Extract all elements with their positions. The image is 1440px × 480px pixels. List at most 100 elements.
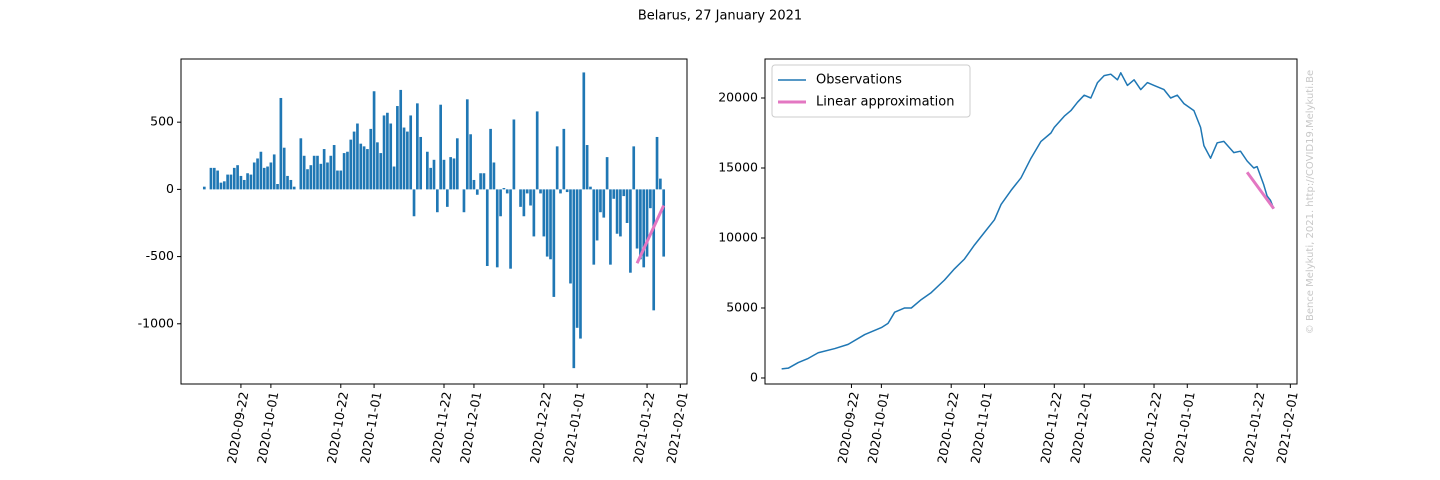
bar	[509, 189, 512, 269]
bar	[439, 104, 442, 190]
legend-box	[771, 64, 971, 118]
bar	[386, 112, 389, 190]
bar	[615, 189, 619, 234]
bar	[435, 189, 439, 213]
x-tick-label: 2020-12-01	[457, 391, 484, 465]
bar	[485, 189, 489, 266]
bar	[652, 189, 656, 311]
bar	[222, 181, 226, 190]
bar	[342, 153, 346, 190]
bar	[302, 155, 306, 190]
bar	[229, 174, 233, 190]
bar	[555, 146, 559, 190]
bar	[306, 169, 309, 190]
bar	[525, 189, 529, 194]
x-tick-label: 2020-09-22	[834, 391, 861, 465]
bar	[535, 111, 539, 190]
x-tick-label: 2020-10-22	[324, 391, 351, 465]
bar	[239, 175, 243, 190]
bar	[479, 173, 482, 190]
bar	[216, 170, 219, 190]
bar	[502, 188, 506, 190]
bar	[589, 186, 592, 190]
bar	[575, 189, 579, 328]
bar	[332, 145, 336, 190]
bar	[545, 189, 549, 257]
bar	[349, 139, 353, 190]
x-tick-label: 2020-12-22	[527, 391, 554, 465]
bar	[299, 138, 303, 190]
bar	[445, 189, 449, 207]
bar	[539, 189, 542, 194]
x-tick-label: 2021-01-22	[1240, 391, 1267, 465]
bar	[282, 147, 286, 190]
bar	[599, 189, 602, 213]
bar	[286, 175, 289, 190]
bar	[619, 189, 622, 237]
bar	[519, 189, 522, 207]
bar	[339, 170, 343, 190]
bar	[505, 189, 509, 194]
bar	[499, 189, 502, 217]
bar	[236, 165, 239, 190]
bar	[625, 189, 629, 223]
bar	[632, 146, 636, 190]
bar	[312, 155, 316, 190]
bar	[379, 153, 383, 190]
bar	[246, 173, 249, 190]
bar	[449, 157, 452, 190]
x-tick-label: 2021-01-22	[630, 391, 657, 465]
bar	[249, 174, 253, 190]
y-tick-label: 10000	[718, 229, 758, 244]
bar	[292, 186, 296, 190]
bar	[212, 167, 216, 190]
bar	[455, 138, 459, 190]
bar	[426, 151, 429, 190]
bar	[622, 189, 626, 197]
bar	[649, 189, 652, 209]
bar	[352, 131, 356, 190]
y-tick-label: 0	[750, 369, 758, 384]
x-tick-label: 2020-12-01	[1067, 391, 1094, 465]
figure-title: Belarus, 27 January 2021	[638, 9, 802, 24]
bar	[329, 155, 333, 190]
y-tick-label: -1000	[138, 315, 174, 330]
bar	[579, 189, 582, 339]
bar	[376, 142, 379, 190]
bar	[522, 189, 526, 217]
x-tick-label: 2020-10-01	[864, 391, 891, 465]
bar	[262, 167, 266, 190]
bar	[549, 189, 552, 260]
watermark: © Bence Melykuti, 2021. http://COVID19.M…	[1305, 70, 1316, 334]
bar	[382, 115, 386, 190]
bar	[432, 159, 436, 190]
x-tick-label: 2021-02-01	[663, 391, 690, 465]
x-tick-label: 2020-12-22	[1137, 391, 1164, 465]
x-tick-label: 2021-02-01	[1273, 391, 1300, 465]
bar	[635, 189, 639, 249]
bar	[289, 179, 293, 190]
bar	[612, 189, 616, 199]
x-tick-label: 2020-11-01	[357, 391, 384, 465]
bar	[662, 189, 666, 257]
bar	[532, 189, 536, 237]
bar	[326, 162, 329, 190]
bar	[319, 163, 323, 190]
bar	[659, 178, 662, 190]
y-tick-label: -500	[146, 248, 174, 263]
y-tick-label: 15000	[718, 159, 758, 174]
bar	[366, 149, 369, 190]
bar	[585, 145, 589, 190]
bar	[346, 151, 349, 190]
bar	[266, 166, 269, 190]
bar	[639, 189, 642, 260]
bar	[565, 189, 569, 193]
bar	[512, 119, 516, 190]
bar	[552, 189, 556, 297]
line	[635, 204, 666, 264]
bar	[605, 157, 609, 190]
bar	[629, 189, 632, 273]
y-tick-label: 20000	[718, 90, 758, 105]
bar	[356, 123, 359, 190]
bar	[402, 127, 406, 190]
